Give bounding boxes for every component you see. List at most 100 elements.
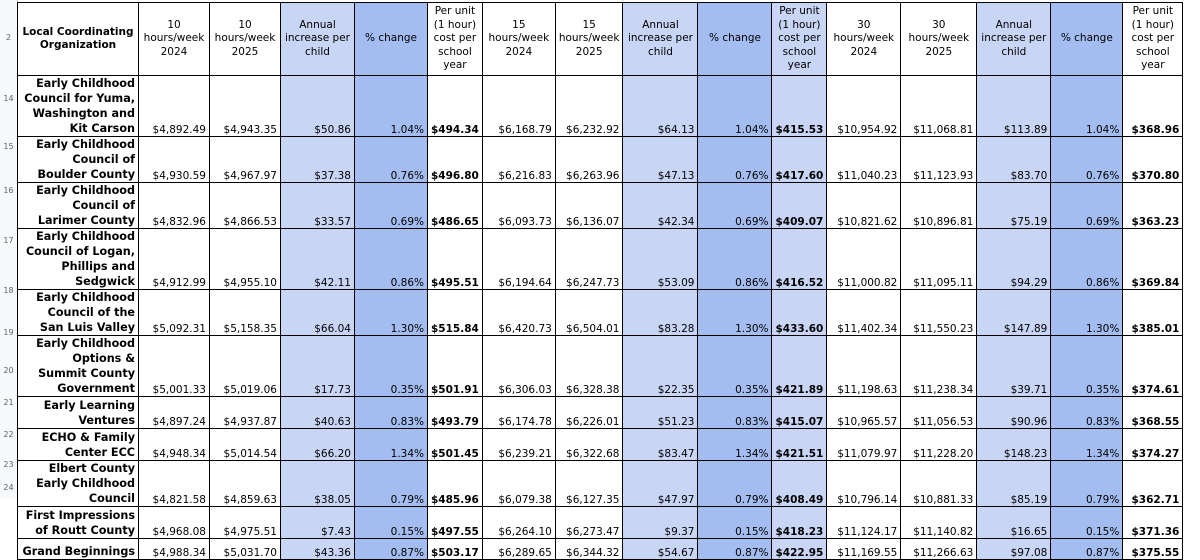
data-cell[interactable]: $5,158.35 bbox=[209, 289, 281, 336]
data-cell[interactable]: $10,821.62 bbox=[826, 182, 902, 229]
row-number[interactable]: 18 bbox=[3, 286, 14, 295]
data-cell[interactable]: $11,228.20 bbox=[900, 428, 978, 461]
data-cell[interactable]: 1.30% bbox=[354, 289, 428, 336]
data-cell[interactable]: $501.91 bbox=[427, 335, 483, 397]
data-cell[interactable]: 0.69% bbox=[1050, 182, 1124, 229]
data-cell[interactable]: 1.30% bbox=[1050, 289, 1124, 336]
data-cell[interactable]: 0.69% bbox=[697, 182, 773, 229]
header-cell[interactable]: Per unit (1 hour) cost per school year bbox=[771, 2, 828, 76]
data-cell[interactable]: $11,198.63 bbox=[826, 335, 902, 397]
data-cell[interactable]: $85.19 bbox=[976, 460, 1052, 507]
data-cell[interactable]: $75.19 bbox=[976, 182, 1052, 229]
data-cell[interactable]: 0.35% bbox=[1050, 335, 1124, 397]
data-cell[interactable]: $37.38 bbox=[280, 136, 355, 183]
data-cell[interactable]: $6,194.64 bbox=[481, 228, 556, 290]
data-cell[interactable]: $6,273.47 bbox=[554, 506, 624, 539]
organization-cell[interactable]: ECHO & Family Center ECC bbox=[17, 428, 139, 461]
data-cell[interactable]: $415.07 bbox=[771, 396, 828, 429]
data-cell[interactable]: 1.04% bbox=[1050, 75, 1124, 137]
header-cell[interactable]: 10 hours/week 2025 bbox=[209, 2, 281, 76]
data-cell[interactable]: $38.05 bbox=[280, 460, 355, 507]
data-cell[interactable]: $422.95 bbox=[771, 538, 828, 560]
data-cell[interactable]: 1.34% bbox=[697, 428, 773, 461]
header-cell[interactable]: 10 hours/week 2024 bbox=[138, 2, 210, 76]
data-cell[interactable]: $4,912.99 bbox=[138, 228, 210, 290]
data-cell[interactable]: 0.76% bbox=[354, 136, 428, 183]
data-cell[interactable]: $421.51 bbox=[771, 428, 828, 461]
data-cell[interactable]: 0.35% bbox=[697, 335, 773, 397]
data-cell[interactable]: $147.89 bbox=[976, 289, 1052, 336]
data-cell[interactable]: $6,136.07 bbox=[554, 182, 624, 229]
data-cell[interactable]: $362.71 bbox=[1122, 460, 1184, 507]
data-cell[interactable]: $370.80 bbox=[1122, 136, 1184, 183]
data-cell[interactable]: $11,124.17 bbox=[826, 506, 902, 539]
data-cell[interactable]: $6,232.92 bbox=[554, 75, 624, 137]
data-cell[interactable]: $6,079.38 bbox=[481, 460, 556, 507]
data-cell[interactable]: 0.86% bbox=[697, 228, 773, 290]
data-cell[interactable]: $4,937.87 bbox=[209, 396, 281, 429]
data-cell[interactable]: $4,832.96 bbox=[138, 182, 210, 229]
data-cell[interactable]: $421.89 bbox=[771, 335, 828, 397]
data-cell[interactable]: $5,031.70 bbox=[209, 538, 281, 560]
data-cell[interactable]: 0.79% bbox=[1050, 460, 1124, 507]
row-number[interactable]: 14 bbox=[3, 94, 14, 103]
header-cell[interactable]: Per unit (1 hour) cost per school year bbox=[1122, 2, 1184, 76]
data-cell[interactable]: $43.36 bbox=[280, 538, 355, 560]
header-cell[interactable]: % change bbox=[1050, 2, 1124, 76]
data-cell[interactable]: $4,988.34 bbox=[138, 538, 210, 560]
data-cell[interactable]: $497.55 bbox=[427, 506, 483, 539]
data-cell[interactable]: $11,266.63 bbox=[900, 538, 978, 560]
data-cell[interactable]: 0.83% bbox=[1050, 396, 1124, 429]
data-cell[interactable]: 0.86% bbox=[354, 228, 428, 290]
data-cell[interactable]: $4,967.97 bbox=[209, 136, 281, 183]
organization-cell[interactable]: Early Childhood Council of the San Luis … bbox=[17, 289, 139, 336]
data-cell[interactable]: $11,000.82 bbox=[826, 228, 902, 290]
data-cell[interactable]: 0.86% bbox=[1050, 228, 1124, 290]
row-number[interactable]: 22 bbox=[3, 430, 14, 439]
data-cell[interactable]: $6,093.73 bbox=[481, 182, 556, 229]
data-cell[interactable]: $47.13 bbox=[622, 136, 699, 183]
organization-cell[interactable]: First Impressions of Routt County bbox=[17, 506, 139, 539]
header-cell[interactable]: 15 hours/week 2024 bbox=[481, 2, 556, 76]
row-number[interactable]: 16 bbox=[3, 186, 14, 195]
data-cell[interactable]: $415.53 bbox=[771, 75, 828, 137]
data-cell[interactable]: $6,216.83 bbox=[481, 136, 556, 183]
data-cell[interactable]: $64.13 bbox=[622, 75, 699, 137]
data-cell[interactable]: $6,239.21 bbox=[481, 428, 556, 461]
data-cell[interactable]: $66.20 bbox=[280, 428, 355, 461]
data-cell[interactable]: $10,954.92 bbox=[826, 75, 902, 137]
data-cell[interactable]: $5,001.33 bbox=[138, 335, 210, 397]
data-cell[interactable]: 0.87% bbox=[697, 538, 773, 560]
data-cell[interactable]: 1.34% bbox=[1050, 428, 1124, 461]
data-cell[interactable]: $11,056.53 bbox=[900, 396, 978, 429]
data-cell[interactable]: $495.51 bbox=[427, 228, 483, 290]
data-cell[interactable]: $11,140.82 bbox=[900, 506, 978, 539]
data-cell[interactable]: $39.71 bbox=[976, 335, 1052, 397]
data-cell[interactable]: 0.15% bbox=[697, 506, 773, 539]
data-cell[interactable]: $6,504.01 bbox=[554, 289, 624, 336]
data-cell[interactable]: $90.96 bbox=[976, 396, 1052, 429]
data-cell[interactable]: $33.57 bbox=[280, 182, 355, 229]
data-cell[interactable]: $54.67 bbox=[622, 538, 699, 560]
data-cell[interactable]: $6,420.73 bbox=[481, 289, 556, 336]
data-cell[interactable]: $10,796.14 bbox=[826, 460, 902, 507]
data-cell[interactable]: $371.36 bbox=[1122, 506, 1184, 539]
data-cell[interactable]: $10,896.81 bbox=[900, 182, 978, 229]
data-cell[interactable]: 0.69% bbox=[354, 182, 428, 229]
data-cell[interactable]: $4,968.08 bbox=[138, 506, 210, 539]
header-cell[interactable]: Annual increase per child bbox=[622, 2, 699, 76]
data-cell[interactable]: $10,881.33 bbox=[900, 460, 978, 507]
data-cell[interactable]: $5,092.31 bbox=[138, 289, 210, 336]
header-cell[interactable]: 30 hours/week 2024 bbox=[826, 2, 902, 76]
header-cell[interactable]: Annual increase per child bbox=[976, 2, 1052, 76]
organization-cell[interactable]: Early Childhood Options & Summit County … bbox=[17, 335, 139, 397]
data-cell[interactable]: $485.96 bbox=[427, 460, 483, 507]
data-cell[interactable]: $53.09 bbox=[622, 228, 699, 290]
data-cell[interactable]: $503.17 bbox=[427, 538, 483, 560]
data-cell[interactable]: $501.45 bbox=[427, 428, 483, 461]
data-cell[interactable]: $40.63 bbox=[280, 396, 355, 429]
data-cell[interactable]: 0.83% bbox=[354, 396, 428, 429]
data-cell[interactable]: $4,859.63 bbox=[209, 460, 281, 507]
row-number[interactable]: 2 bbox=[5, 33, 12, 42]
data-cell[interactable]: $4,955.10 bbox=[209, 228, 281, 290]
